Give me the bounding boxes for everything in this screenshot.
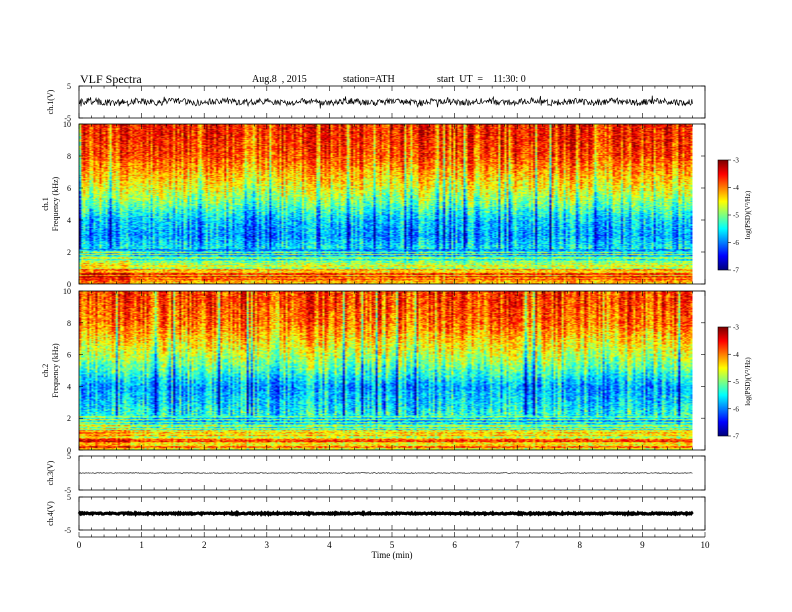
y-tick-label: 8 (67, 152, 71, 161)
y-tick-label: 8 (67, 319, 71, 328)
colorbar-tick-label: -3 (733, 157, 739, 165)
axis-ticks (78, 85, 731, 537)
x-tick-label: 10 (701, 540, 711, 550)
y-tick-label: 10 (63, 287, 71, 296)
y-tick-label: 5 (67, 82, 71, 91)
waveform-traces (77, 95, 694, 517)
start-time-label: start UT = 11:30: 0 (437, 74, 526, 85)
colorbar-tick-label: -7 (733, 433, 739, 441)
y-axis-label-line: Frequency (kHz) (51, 343, 60, 398)
y-axis-label-line: ch.1(V) (46, 89, 55, 114)
colorbar-tick-label: -5 (733, 212, 739, 220)
spectrogram-ch2 (79, 291, 693, 450)
y-tick-label: -5 (64, 526, 71, 535)
y-axis-label-line: ch.1 (41, 197, 50, 211)
y-tick-label: 5 (67, 452, 71, 461)
colorbar-tick-label: -6 (733, 405, 739, 413)
waveform-trace-ch3-waveform (78, 472, 693, 474)
colorbar-ch1 (718, 160, 728, 270)
x-tick-label: 8 (578, 540, 583, 550)
x-tick-label: 1 (139, 540, 144, 550)
y-axis-label: ch.4(V) (46, 501, 55, 526)
colorbar-tick-label: -5 (733, 378, 739, 386)
y-axis-label-line: ch.3(V) (46, 460, 55, 485)
x-tick-label: 0 (77, 540, 82, 550)
y-axis-label-line: ch.2 (41, 364, 50, 378)
colorbar-tick-label: -7 (733, 267, 739, 275)
y-axis-label: ch.1Frequency (kHz) (41, 176, 60, 231)
x-axis-label: Time (min) (372, 550, 413, 560)
y-tick-label: -5 (64, 114, 71, 123)
y-axis-label-line: Frequency (kHz) (51, 176, 60, 231)
colorbar-ch2 (718, 327, 728, 436)
figure-title: VLF Spectra (80, 72, 142, 86)
x-tick-label: 6 (452, 540, 457, 550)
x-tick-label: 3 (265, 540, 270, 550)
y-axis-label-line: ch.4(V) (46, 501, 55, 526)
y-tick-label: 0 (67, 280, 71, 289)
colorbar-tick-label: -3 (733, 324, 739, 332)
y-tick-label: 10 (63, 120, 71, 129)
x-tick-label: 4 (327, 540, 332, 550)
x-tick-label: 5 (390, 540, 395, 550)
x-tick-label: 9 (640, 540, 645, 550)
x-tick-label: 2 (202, 540, 207, 550)
colorbar-tick-label: -4 (733, 184, 739, 192)
y-tick-label: 5 (67, 493, 71, 502)
y-tick-label: 2 (67, 414, 71, 423)
date-label: Aug.8 , 2015 (252, 74, 307, 85)
y-tick-label: 0 (67, 446, 71, 455)
waveform-trace-ch4-waveform (77, 509, 694, 517)
waveform-trace-ch1-waveform (78, 95, 693, 109)
y-axis-label: ch.1(V) (46, 89, 55, 114)
y-tick-label: 6 (67, 351, 71, 360)
y-tick-label: 2 (67, 248, 71, 257)
colorbar-label: log(PSD)(V²/Hz) (744, 357, 752, 406)
colorbar-tick-label: -6 (733, 239, 739, 247)
colorbar-label: log(PSD)(V²/Hz) (744, 190, 752, 239)
y-tick-label: 4 (67, 382, 71, 391)
y-tick-label: -5 (64, 486, 71, 495)
station-label: station=ATH (343, 74, 395, 85)
axis-labels: -3 -4 -5 -6 -7 log(PSD)(V²/Hz) -3 -4 -5 -6 -7 log(P… (41, 82, 752, 560)
spectrogram-images (79, 124, 728, 450)
spectrogram-ch1 (79, 124, 693, 284)
colorbar-tick-label: -4 (733, 351, 739, 359)
y-axis-label: ch.2Frequency (kHz) (41, 343, 60, 398)
x-tick-label: 7 (515, 540, 520, 550)
y-tick-label: 4 (67, 216, 71, 225)
y-axis-label: ch.3(V) (46, 460, 55, 485)
y-tick-label: 6 (67, 184, 71, 193)
